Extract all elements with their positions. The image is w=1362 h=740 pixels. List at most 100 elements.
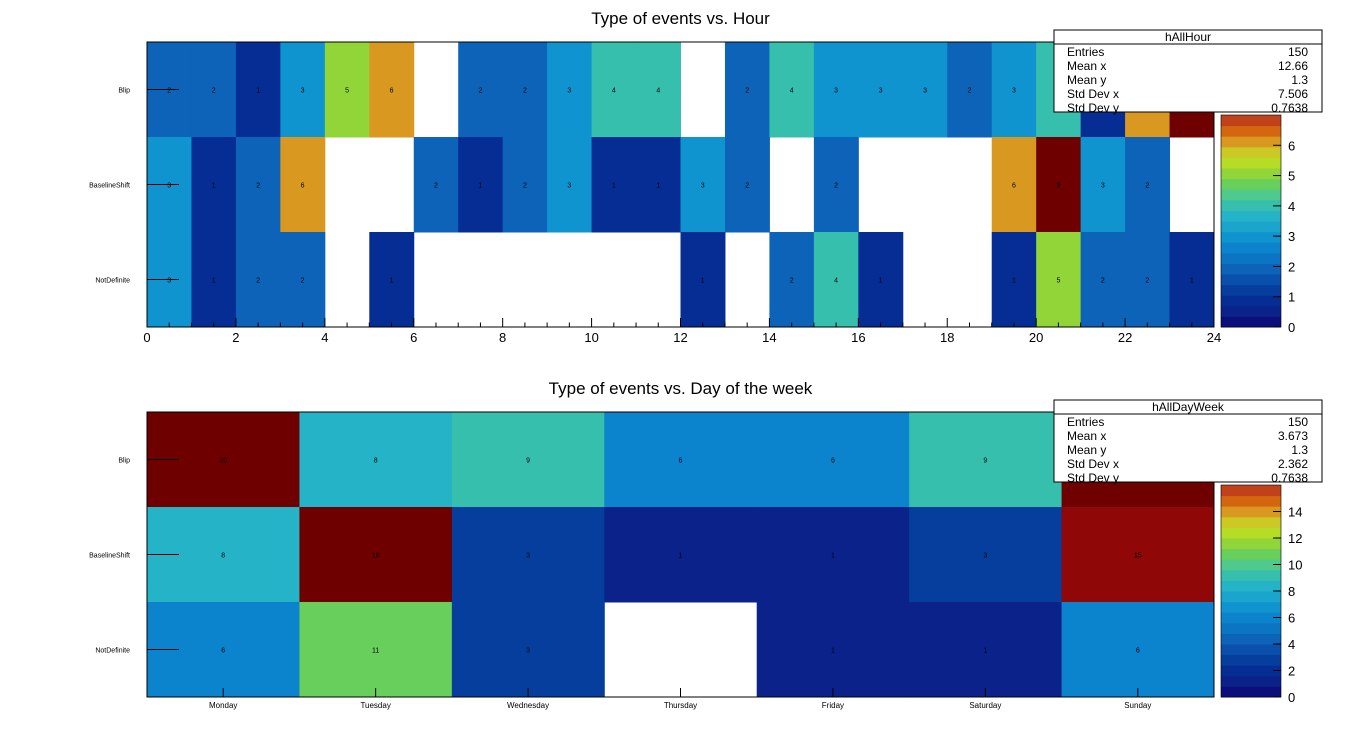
cell-value-label: 2 bbox=[790, 278, 794, 285]
color-scale-band bbox=[1221, 146, 1281, 158]
cell-value-label: 2 bbox=[523, 88, 527, 95]
cell-value-label: 1 bbox=[1012, 278, 1016, 285]
color-scale-band bbox=[1221, 580, 1281, 592]
heatmap-cell bbox=[756, 412, 910, 508]
color-scale-tick-label: 6 bbox=[1288, 138, 1295, 153]
stats-value: 0.7638 bbox=[1271, 471, 1308, 485]
cell-value-label: 1 bbox=[831, 648, 835, 655]
cell-value-label: 3 bbox=[983, 553, 987, 560]
heatmap-cell bbox=[502, 137, 548, 233]
x-tick-label: 16 bbox=[851, 330, 865, 345]
cell-value-label: 1 bbox=[212, 183, 216, 190]
heatmap-cell bbox=[1080, 232, 1126, 328]
heatmap-cell bbox=[1125, 137, 1171, 233]
cell-value-label: 2 bbox=[1101, 278, 1105, 285]
color-scale-tick-label: 0 bbox=[1288, 320, 1295, 335]
cell-value-label: 2 bbox=[256, 183, 260, 190]
stats-label: Mean y bbox=[1067, 443, 1106, 457]
heatmap-cell bbox=[724, 137, 770, 233]
stats-label: Std Dev x bbox=[1067, 87, 1119, 101]
heatmap-cell bbox=[191, 42, 237, 138]
x-tick-label: 8 bbox=[499, 330, 506, 345]
cell-value-label: 2 bbox=[256, 278, 260, 285]
x-tick-label: 2 bbox=[232, 330, 239, 345]
cell-value-label: 3 bbox=[567, 88, 571, 95]
stats-box: hAllDayWeek Entries 150 Mean x 3.673 Mean y 1.… bbox=[1053, 399, 1323, 485]
x-tick-label: 20 bbox=[1029, 330, 1043, 345]
color-scale-band bbox=[1221, 284, 1281, 296]
heatmap-cell bbox=[991, 232, 1037, 328]
cell-value-label: 4 bbox=[656, 88, 660, 95]
heatmap-cell bbox=[235, 137, 281, 233]
cell-value-label: 2 bbox=[1145, 183, 1149, 190]
heatmap-cell bbox=[909, 602, 1063, 698]
cell-value-label: 4 bbox=[612, 88, 616, 95]
color-scale-frame bbox=[1220, 114, 1282, 328]
color-scale-band bbox=[1221, 136, 1281, 148]
color-scale-band bbox=[1221, 527, 1281, 539]
heatmap-cell bbox=[591, 42, 637, 138]
heatmap-cell bbox=[902, 42, 948, 138]
stats-value: 150 bbox=[1288, 415, 1308, 429]
cell-value-label: 2 bbox=[968, 88, 972, 95]
cell-value-label: 2 bbox=[834, 183, 838, 190]
color-scale-band bbox=[1221, 316, 1281, 328]
heatmap-cell bbox=[280, 137, 326, 233]
cell-value-label: 3 bbox=[923, 88, 927, 95]
x-category-label: Friday bbox=[822, 701, 844, 710]
color-scale-tick-label: 6 bbox=[1288, 611, 1295, 626]
color-scale-band bbox=[1221, 612, 1281, 624]
color-scale-tick-label: 8 bbox=[1288, 584, 1295, 599]
heatmap-cell bbox=[369, 232, 415, 328]
color-scale-band bbox=[1221, 157, 1281, 169]
cell-value-label: 6 bbox=[831, 458, 835, 465]
cell-value-label: 6 bbox=[1012, 183, 1016, 190]
cell-value-label: 20 bbox=[219, 458, 227, 465]
cell-value-label: 9 bbox=[983, 458, 987, 465]
heatmap-cell bbox=[858, 42, 904, 138]
color-scale-band bbox=[1221, 644, 1281, 656]
stats-histogram-name: hAllDayWeek bbox=[1152, 400, 1225, 414]
cell-value-label: 2 bbox=[745, 88, 749, 95]
color-scale-band bbox=[1221, 675, 1281, 687]
stats-value: 7.506 bbox=[1278, 87, 1308, 101]
cell-value-label: 1 bbox=[612, 183, 616, 190]
x-category-label: Tuesday bbox=[360, 701, 390, 710]
cell-value-label: 3 bbox=[879, 88, 883, 95]
heatmap-cell bbox=[191, 232, 237, 328]
color-scale-band bbox=[1221, 189, 1281, 201]
chart-title: Type of events vs. Hour bbox=[591, 9, 770, 28]
color-scale-band bbox=[1221, 569, 1281, 581]
stats-label: Std Dev x bbox=[1067, 457, 1119, 471]
color-scale-tick-label: 3 bbox=[1288, 229, 1295, 244]
cell-value-label: 2 bbox=[167, 88, 171, 95]
heatmap-cell bbox=[547, 42, 593, 138]
cell-value-label: 3 bbox=[834, 88, 838, 95]
heatmap-cell bbox=[1036, 137, 1082, 233]
cell-value-label: 19 bbox=[372, 553, 380, 560]
y-category-label: Blip bbox=[118, 458, 130, 465]
heatmap-cell bbox=[451, 602, 605, 698]
color-scale-tick-label: 2 bbox=[1288, 664, 1295, 679]
cell-value-label: 3 bbox=[526, 553, 530, 560]
cell-value-label: 8 bbox=[374, 458, 378, 465]
stats-value: 1.3 bbox=[1291, 443, 1308, 457]
color-scale-band bbox=[1221, 622, 1281, 634]
color-scale-band bbox=[1221, 601, 1281, 613]
heatmap-cell bbox=[280, 232, 326, 328]
cell-value-label: 1 bbox=[656, 183, 660, 190]
color-scale-band bbox=[1221, 485, 1281, 497]
cell-value-label: 15 bbox=[1134, 553, 1142, 560]
y-category-label: BaselineShift bbox=[89, 183, 130, 190]
x-tick-label: 18 bbox=[940, 330, 954, 345]
heatmap-cell bbox=[858, 232, 904, 328]
cell-value-label: 9 bbox=[1056, 183, 1060, 190]
stats-label: Mean x bbox=[1067, 59, 1106, 73]
x-category-label: Monday bbox=[209, 701, 237, 710]
cell-value-label: 3 bbox=[701, 183, 705, 190]
cell-value-label: 4 bbox=[834, 278, 838, 285]
cell-value-label: 3 bbox=[1012, 88, 1016, 95]
color-scale-band bbox=[1221, 252, 1281, 264]
